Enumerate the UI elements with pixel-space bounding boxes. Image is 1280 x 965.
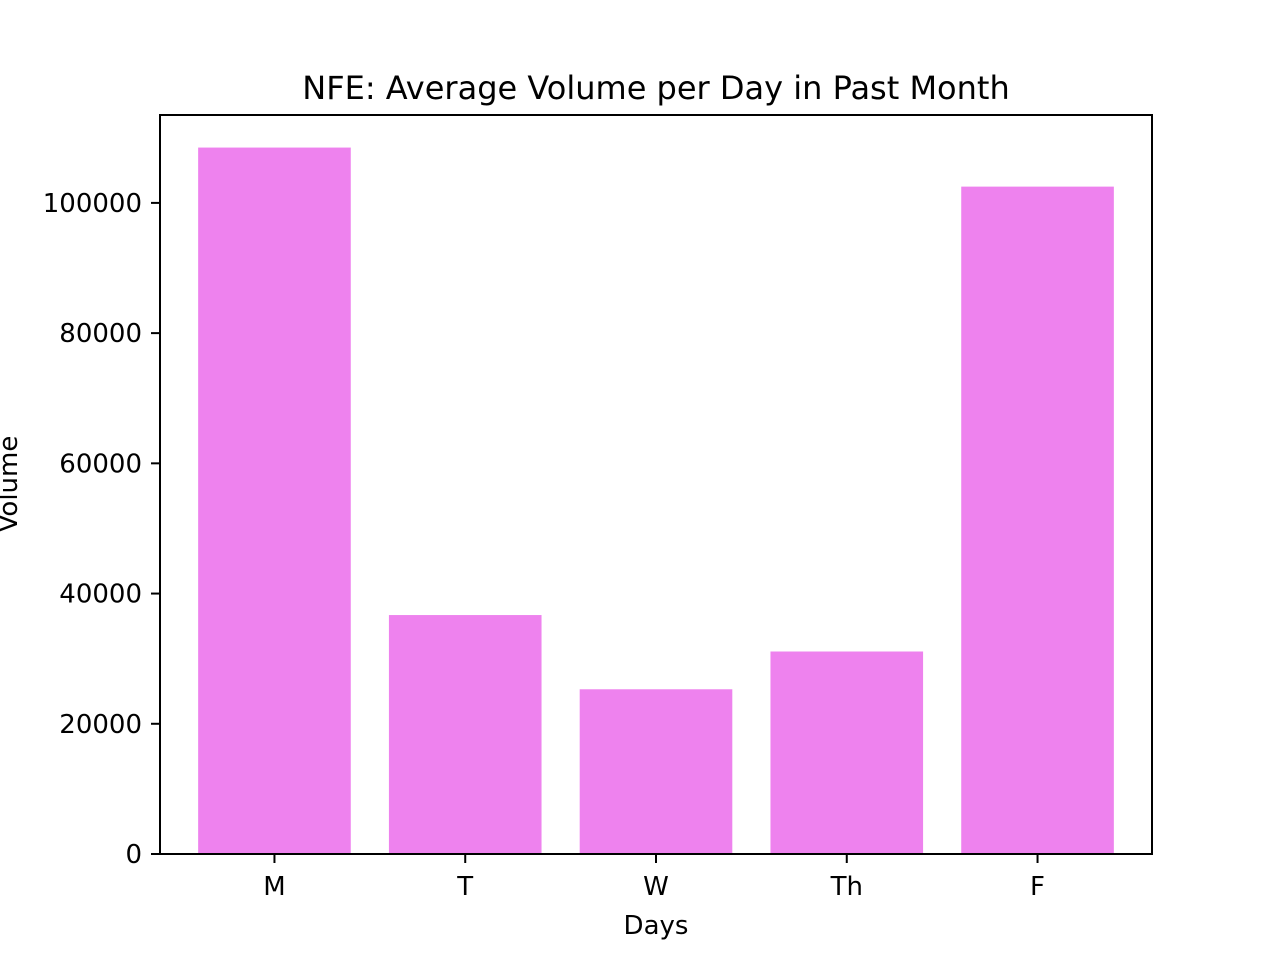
x-tick-label: Th (830, 872, 863, 902)
chart-title: NFE: Average Volume per Day in Past Mont… (302, 69, 1009, 107)
bar-m (198, 147, 351, 854)
x-tick-label: M (263, 872, 285, 902)
y-tick-label: 100000 (43, 189, 142, 219)
x-axis-label: Days (624, 911, 689, 941)
bar-th (770, 651, 924, 854)
y-axis-label: Volume (0, 436, 24, 533)
bar-t (388, 615, 542, 854)
y-tick-label: 40000 (59, 580, 142, 610)
y-tick-label: 60000 (59, 449, 142, 479)
x-tick-label: W (643, 872, 669, 902)
bar-w (579, 689, 733, 854)
y-tick-label: 0 (125, 840, 142, 870)
bar-f (961, 186, 1114, 854)
x-tick-label: T (456, 872, 473, 902)
plot-frame (159, 114, 1153, 855)
x-axis-ticks: M T W Th F (263, 854, 1045, 902)
x-tick-label: F (1030, 872, 1045, 902)
y-axis-ticks: 0 20000 40000 60000 80000 100000 (43, 189, 160, 870)
y-tick-label: 80000 (59, 319, 142, 349)
y-tick-label: 20000 (59, 710, 142, 740)
bars-group (198, 147, 1114, 854)
